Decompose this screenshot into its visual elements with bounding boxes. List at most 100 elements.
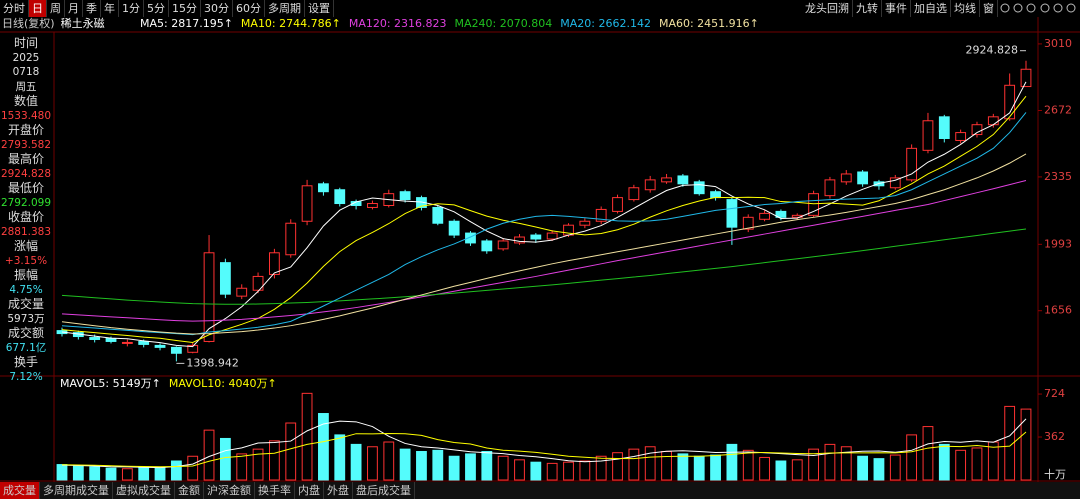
bottom-tab[interactable]: 金额 (175, 482, 204, 499)
volume-bar (889, 454, 901, 481)
volume-bar (269, 440, 280, 481)
bottom-tab[interactable]: 外盘 (324, 482, 353, 499)
bottom-tab[interactable]: 成交量 (0, 482, 40, 499)
candle-body (481, 240, 493, 252)
bottom-tab[interactable]: 沪深金额 (204, 482, 255, 499)
candle-body (677, 175, 689, 185)
bottom-tab[interactable]: 内盘 (295, 482, 324, 499)
period-tab[interactable]: 设置 (305, 0, 334, 17)
volume-bar (416, 451, 427, 481)
period-tab[interactable]: 周 (47, 0, 65, 17)
period-tab[interactable]: 15分 (169, 0, 201, 17)
candle-body (285, 222, 297, 256)
info-value: +3.15% (4, 254, 48, 267)
info-value: 2792.099 (0, 196, 52, 209)
candle-body (906, 147, 918, 181)
unit-label: 十万 (1044, 467, 1066, 481)
candle-body (138, 340, 150, 345)
candle-body (661, 177, 672, 183)
bottom-tab[interactable]: 虚拟成交量 (113, 482, 175, 499)
mode: 日线(复权) (2, 17, 55, 30)
legend-entry: MA60: 2451.916↑ (659, 17, 759, 30)
candle-body (824, 179, 836, 197)
info-panel: 时间 2025 0718 周五 数值 1533.480 开盘价 2793.582 最高价 2924… (0, 36, 52, 384)
candle-body (644, 179, 656, 191)
icon[interactable] (1066, 3, 1076, 13)
period-tab[interactable]: 日 (29, 0, 47, 17)
period-tab[interactable]: 年 (101, 0, 119, 17)
volume-bar (350, 443, 362, 481)
candle-body (775, 210, 787, 218)
tool-icons[interactable] (1000, 3, 1076, 13)
volume-bar (612, 452, 623, 481)
volume-bar (138, 466, 150, 481)
volume-bar (710, 454, 721, 481)
y-tick-label: 2335 (1044, 170, 1072, 183)
volume-bar (759, 456, 770, 481)
candle-body (922, 120, 934, 151)
ma-line (61, 112, 1027, 336)
background (0, 17, 1080, 482)
volume-bar (514, 459, 525, 481)
period-tab[interactable]: 1分 (119, 0, 144, 17)
info-value: 7.12% (9, 370, 43, 383)
legend-entry: MAVOL10: 4040万↑ (169, 377, 277, 390)
volume-bar (742, 449, 754, 481)
candle-body (269, 252, 280, 275)
candle-body (203, 252, 215, 342)
legend-entry: MA240: 2070.804 (455, 17, 553, 30)
icon[interactable] (1000, 3, 1010, 13)
candle-body (546, 232, 558, 240)
candle-body (579, 220, 591, 226)
tool-button[interactable]: 加自选 (911, 0, 951, 17)
icon[interactable] (1040, 3, 1050, 13)
volume-bar (121, 468, 133, 481)
candle-body (938, 116, 950, 139)
volume-bar (595, 455, 607, 481)
info-value: 677.1亿 (5, 341, 47, 354)
candle-body (808, 193, 819, 216)
period-tab[interactable]: 季 (83, 0, 101, 17)
candle-body (89, 337, 101, 340)
candle-body (465, 232, 476, 244)
period-tab[interactable]: 30分 (201, 0, 233, 17)
icon[interactable] (1053, 3, 1063, 13)
tool-button[interactable]: 均线 (951, 0, 980, 17)
tool-button[interactable]: 窗 (980, 0, 998, 17)
period-tab[interactable]: 月 (65, 0, 83, 17)
icon[interactable] (1013, 3, 1023, 13)
tool-button[interactable]: 事件 (882, 0, 911, 17)
volume-bar (808, 448, 819, 481)
candle-body (987, 116, 999, 126)
volume-bar (170, 460, 182, 481)
volume-bar (563, 461, 574, 481)
volume-bar (579, 460, 591, 481)
tool-button[interactable]: 九转 (853, 0, 882, 17)
volume-bar (1004, 405, 1016, 481)
period-tab[interactable]: 60分 (233, 0, 265, 17)
bottom-tab[interactable]: 多周期成交量 (40, 482, 113, 499)
tool-button[interactable]: 龙头回溯 (802, 0, 853, 17)
stock-name: 稀土永磁 (60, 17, 105, 30)
candle-body (301, 185, 313, 222)
period-tab[interactable]: 分时 (0, 0, 29, 17)
candle-body (710, 191, 721, 199)
period-tab[interactable]: 多周期 (265, 0, 305, 17)
candle-body (857, 171, 869, 185)
volume-bar (301, 392, 313, 481)
y-tick-label: 1993 (1044, 237, 1072, 250)
candle-body (530, 234, 542, 240)
bottom-tab[interactable]: 换手率 (255, 482, 295, 499)
candle-body (121, 341, 133, 344)
info-label: 数值 (13, 94, 38, 108)
ma-line (61, 228, 1027, 305)
candle-body (612, 197, 623, 212)
bottom-tab[interactable]: 盘后成交量 (353, 482, 415, 499)
candle-body (187, 344, 199, 353)
icon[interactable] (1026, 3, 1036, 13)
info-value: 4.75% (9, 283, 43, 296)
candle-body (726, 199, 738, 228)
candle-body (154, 344, 166, 348)
volume-bar (726, 443, 738, 481)
period-tab[interactable]: 5分 (144, 0, 169, 17)
